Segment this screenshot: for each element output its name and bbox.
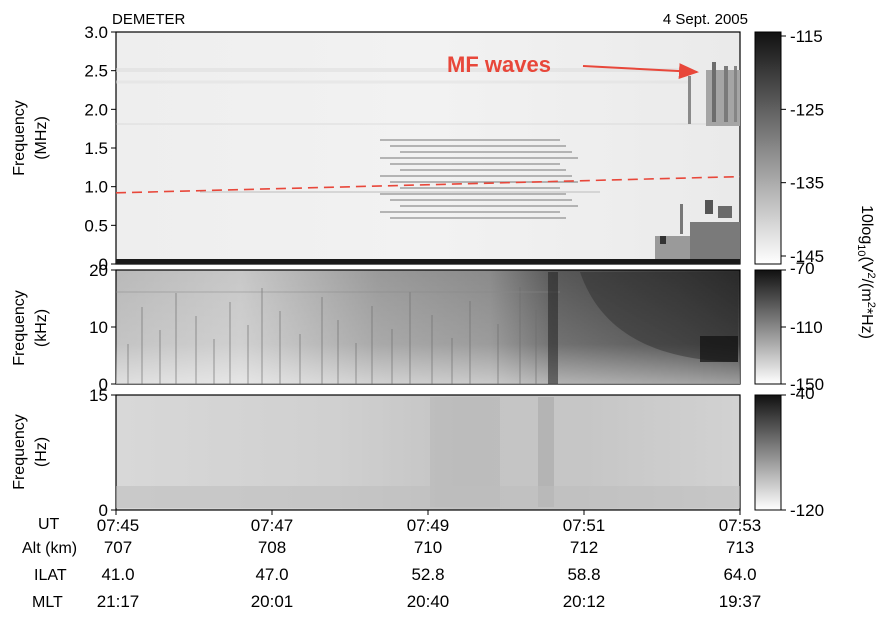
x-axis-ticks xyxy=(115,510,741,515)
colorbar-hz-ticks: -40 -120 xyxy=(781,384,824,520)
panel-khz-ylabel-1: Frequency xyxy=(11,290,28,366)
colorbar-tick-label: -110 xyxy=(790,318,823,337)
ytick-label: 10 xyxy=(89,318,108,337)
panel-mhz-noise-floor xyxy=(116,259,740,264)
colorbar-tick-label: -125 xyxy=(790,100,824,119)
x-row-value: 41.0 xyxy=(101,565,134,584)
colorbar-tick-label: -145 xyxy=(790,247,824,266)
x-row-value: 20:12 xyxy=(563,592,606,611)
ytick-label: 0.5 xyxy=(84,216,108,235)
ytick-label: 0 xyxy=(99,501,108,520)
panel-khz-dark-band xyxy=(700,336,738,362)
panel-mhz: MF waves Frequency (MHz) 3.0 2.5 2.0 1.5 1.0… xyxy=(11,23,741,274)
x-row-value: 710 xyxy=(414,538,442,557)
x-row-value: 07:53 xyxy=(719,516,762,535)
x-row-value: 19:37 xyxy=(719,592,762,611)
x-row-value: 20:01 xyxy=(251,592,294,611)
x-row-value: 07:49 xyxy=(407,516,450,535)
panel-mhz-ylabel-2: (MHz) xyxy=(33,116,50,160)
colorbar-mhz-gradient xyxy=(754,31,782,265)
colorbar-tick-label: -40 xyxy=(790,384,815,403)
panel-hz-floor xyxy=(116,486,740,508)
x-row-label: ILAT xyxy=(34,567,67,584)
panel-khz-shading xyxy=(116,270,740,384)
panel-mhz-texture xyxy=(116,68,740,125)
x-row-value: 20:40 xyxy=(407,592,450,611)
panel-khz-burst xyxy=(548,272,558,384)
colorbar-hz-gradient xyxy=(754,394,782,511)
colorbar-mhz: -115 -125 -135 -145 xyxy=(754,27,824,266)
x-axis-rows: UT 07:45 07:47 07:49 07:51 07:53 Alt (km) 707 70… xyxy=(22,516,761,611)
panel-hz-ylabel-2: (Hz) xyxy=(33,437,50,467)
ytick-label: 0 xyxy=(99,375,108,394)
panel-khz-dark-region xyxy=(580,272,738,362)
x-row-label: UT xyxy=(38,516,60,533)
ytick-label: 1.5 xyxy=(84,139,108,158)
ytick-label: 3.0 xyxy=(84,23,108,42)
x-row-label: Alt (km) xyxy=(22,540,77,557)
panel-hz-yticks: 15 0 xyxy=(89,386,116,520)
colorbar-tick-label: -150 xyxy=(790,375,824,394)
panel-hz-ylabel-1: Frequency xyxy=(11,414,28,490)
instrument-label: DEMETER xyxy=(112,11,186,28)
x-row-value: 708 xyxy=(258,538,286,557)
panel-khz: Frequency (kHz) 20 10 0 xyxy=(11,261,741,394)
colorbar-khz-gradient xyxy=(754,269,782,385)
ytick-label: 2.5 xyxy=(84,62,108,81)
colorbar-tick-label: -135 xyxy=(790,174,824,193)
colorbar-title: 10log10(V2/(m2*Hz) xyxy=(855,205,877,339)
colorbar-tick-label: -115 xyxy=(790,27,823,46)
colorbar-tick-label: -70 xyxy=(790,259,815,278)
ytick-label: 0 xyxy=(99,255,108,274)
mf-waves-annotation: MF waves xyxy=(447,52,551,77)
panel-khz-yticks: 20 10 0 xyxy=(89,261,116,394)
ytick-label: 20 xyxy=(89,261,108,280)
low-freq-emissions xyxy=(655,200,740,262)
x-row-value: 58.8 xyxy=(567,565,600,584)
x-row-value: 07:47 xyxy=(251,516,294,535)
x-row-value: 47.0 xyxy=(255,565,288,584)
x-row-value: 07:45 xyxy=(97,516,140,535)
colorbar-khz-ticks: -70 -110 -150 xyxy=(781,259,824,394)
x-row-value: 707 xyxy=(104,538,132,557)
x-row-value: 52.8 xyxy=(411,565,444,584)
date-label: 4 Sept. 2005 xyxy=(663,11,748,28)
colorbar-tick-label: -120 xyxy=(790,501,824,520)
x-row-value: 21:17 xyxy=(97,592,140,611)
mf-wave-bursts xyxy=(688,62,740,126)
colorbar-mhz-ticks: -115 -125 -135 -145 xyxy=(781,27,824,266)
x-row-value: 712 xyxy=(570,538,598,557)
panel-hz: Frequency (Hz) 15 0 xyxy=(11,386,741,520)
panel-mhz-bands xyxy=(200,139,600,219)
x-row-value: 713 xyxy=(726,538,754,557)
x-row-value: 07:51 xyxy=(563,516,606,535)
panel-hz-band-2 xyxy=(538,397,554,507)
colorbar-hz: -40 -120 xyxy=(754,384,824,520)
panel-khz-ylabel-2: (kHz) xyxy=(33,309,50,347)
panel-mhz-yticks: 3.0 2.5 2.0 1.5 1.0 0.5 0 xyxy=(84,23,116,274)
ytick-label: 1.0 xyxy=(84,178,108,197)
panel-khz-streaks xyxy=(116,287,560,384)
panel-mhz-background xyxy=(115,31,741,265)
x-row-label: MLT xyxy=(32,594,63,611)
ytick-label: 2.0 xyxy=(84,100,108,119)
ytick-label: 15 xyxy=(89,386,108,405)
colorbar-khz: -70 -110 -150 xyxy=(754,259,824,394)
dashed-plasma-frequency-line xyxy=(115,175,741,194)
mf-waves-arrow xyxy=(582,63,699,80)
panel-mhz-ylabel-1: Frequency xyxy=(11,100,28,176)
x-row-value: 64.0 xyxy=(723,565,756,584)
